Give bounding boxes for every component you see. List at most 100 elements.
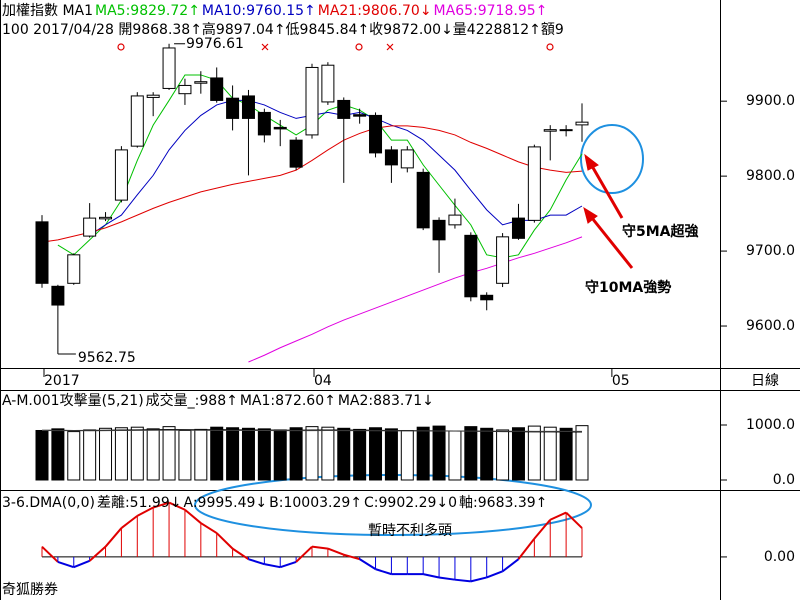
dma-line: [501, 558, 520, 573]
dma-line: [248, 558, 265, 566]
dma-line: [200, 522, 218, 534]
dma-line: [184, 508, 202, 524]
annotation: 守10MA強勢: [585, 279, 671, 296]
candle-body: [511, 217, 525, 239]
candle-body: [35, 221, 49, 284]
footer: 奇狐勝券: [2, 581, 58, 598]
volume-bar: [35, 429, 49, 481]
candle-body: [384, 149, 398, 166]
y-tick-label: 9900.0: [746, 93, 795, 109]
volume-bar: [305, 426, 319, 481]
ma-line: [248, 236, 583, 363]
candle-body: [210, 77, 224, 101]
volume-bar: [114, 427, 128, 481]
signal-markers: [117, 43, 554, 51]
dma-line: [359, 558, 377, 570]
legend-entry: A-M.001攻擊量(5,21): [2, 392, 144, 409]
candle-body: [543, 129, 557, 132]
dma-line: [73, 559, 91, 569]
volume-bar: [289, 427, 303, 481]
legend-entry: 軸:9683.39↑: [459, 495, 547, 511]
candle-body: [51, 285, 65, 306]
legend-entry: 差離:51.99↓: [97, 494, 182, 511]
candle-body: [416, 171, 430, 229]
candle-body: [369, 114, 383, 154]
dma-line: [168, 501, 186, 511]
candle-body: [257, 111, 271, 136]
low-label: 9562.75: [78, 350, 136, 366]
volume-bar: [337, 427, 351, 481]
volume-bar: [575, 425, 589, 481]
candle-body: [448, 214, 462, 226]
panel-header: 加權指數 MA1 MA5:9829.72↑ MA10:9760.15↑ MA21:98…: [2, 3, 547, 19]
dma-line: [517, 538, 536, 560]
volume-bar: [130, 426, 144, 481]
candle-body: [353, 114, 367, 117]
dma-line: [375, 568, 392, 576]
dma-line: [470, 576, 487, 583]
dma-line: [279, 560, 297, 569]
candle-body: [400, 149, 414, 169]
dma-line: [104, 527, 123, 548]
dma-line: [152, 501, 170, 509]
x-tick-label: 2017: [44, 373, 80, 389]
dma-line: [454, 578, 471, 583]
dma-line: [327, 547, 345, 556]
volume-bar: [496, 429, 510, 481]
candle-body: [178, 84, 192, 95]
panel-header: 3-6.DMA(0,0) 差離:51.99↓ A:9995.49↓ B:10003.2…: [2, 494, 547, 511]
dma-line: [311, 545, 329, 550]
volume-bar: [178, 429, 192, 481]
y-tick-label: 0.00: [764, 549, 795, 565]
dma-line: [232, 547, 250, 560]
volume-bar: [83, 429, 97, 481]
ma-line: [57, 74, 583, 259]
volume-bar: [559, 427, 573, 481]
candle-body: [575, 121, 589, 126]
candle-body: [305, 66, 319, 136]
dma-line: [438, 576, 456, 581]
highlight-ellipse: [580, 124, 644, 194]
volume-bar: [226, 427, 240, 481]
annotation: 暫時不利多頭: [368, 522, 452, 539]
dma-line: [264, 563, 281, 569]
dma-line: [136, 506, 154, 517]
panel-header: A-M.001攻擊量(5,21) 成交量_:988↑ MA1:872.60↑ MA2:…: [2, 392, 434, 409]
volume-bar: [353, 428, 367, 481]
dma-line: [486, 570, 503, 579]
legend-entry: C:9902.29↓0: [364, 495, 457, 511]
volume-bar: [210, 426, 224, 481]
candle-body: [527, 146, 541, 221]
candle-body: [83, 217, 97, 237]
candle-body: [67, 254, 81, 284]
legend-entry: B:10003.29↑: [269, 495, 362, 511]
volume-bar: [273, 429, 287, 481]
dma-line: [295, 545, 313, 563]
y-tick-label: 9800.0: [746, 168, 795, 184]
volume-bar: [384, 428, 398, 481]
candle-body: [480, 294, 494, 301]
legend-entry: MA65:9718.95↑: [434, 3, 548, 19]
volume-bar: [480, 427, 494, 481]
candle-body: [559, 129, 573, 132]
legend-entry: 加權指數 MA1: [2, 3, 93, 19]
dma-line: [343, 553, 360, 561]
y-tick-label: 1000.0: [746, 417, 795, 433]
volume-bar: [162, 426, 176, 481]
legend-entry: MA10:9760.15↑: [202, 3, 316, 19]
legend-entry: MA1:872.60↑: [240, 393, 336, 409]
candle-body: [273, 126, 287, 130]
high-label: 9976.61: [186, 36, 244, 52]
dma-line: [216, 532, 234, 550]
volume-bar: [257, 428, 271, 481]
volume-bar: [511, 427, 525, 481]
legend-entry: 3-6.DMA(0,0): [2, 495, 95, 511]
volume-bar: [146, 428, 160, 481]
candle-body: [337, 99, 351, 119]
volume-bar: [241, 427, 255, 481]
period-label: 日線: [751, 373, 779, 389]
candle-body: [226, 97, 240, 119]
dma-line: [533, 519, 552, 540]
legend-entry: 成交量_:988↑: [146, 392, 238, 409]
ma-line: [41, 125, 583, 243]
